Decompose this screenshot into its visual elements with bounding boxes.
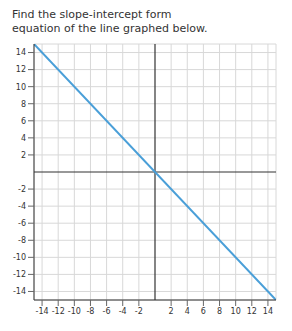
svg-text:-4: -4 xyxy=(119,307,127,316)
svg-text:6: 6 xyxy=(21,117,26,126)
svg-text:10: 10 xyxy=(231,307,241,316)
svg-text:-4: -4 xyxy=(18,202,26,211)
svg-text:-2: -2 xyxy=(18,185,26,194)
svg-text:12: 12 xyxy=(247,307,257,316)
html-text:Find the slope-intercept form: Find the slope-intercept form equation o… xyxy=(12,8,208,35)
svg-text:-12: -12 xyxy=(13,270,26,279)
svg-text:8: 8 xyxy=(21,100,26,109)
svg-text:10: 10 xyxy=(16,83,26,92)
svg-text:-10: -10 xyxy=(13,253,26,262)
svg-text:2: 2 xyxy=(21,151,26,160)
svg-text:8: 8 xyxy=(217,307,222,316)
svg-text:12: 12 xyxy=(16,65,26,74)
svg-text:2: 2 xyxy=(169,307,174,316)
svg-text:-6: -6 xyxy=(18,219,26,228)
svg-text:14: 14 xyxy=(263,307,273,316)
svg-text:6: 6 xyxy=(201,307,206,316)
svg-text:-10: -10 xyxy=(68,307,81,316)
svg-text:14: 14 xyxy=(16,48,26,57)
svg-text:-8: -8 xyxy=(86,307,94,316)
svg-text:-14: -14 xyxy=(36,307,49,316)
svg-text:-2: -2 xyxy=(135,307,143,316)
svg-text:-14: -14 xyxy=(13,287,26,296)
svg-text:-8: -8 xyxy=(18,236,26,245)
svg-text:-6: -6 xyxy=(103,307,111,316)
svg-text:4: 4 xyxy=(185,307,190,316)
svg-text:-12: -12 xyxy=(52,307,65,316)
svg-text:4: 4 xyxy=(21,134,26,143)
